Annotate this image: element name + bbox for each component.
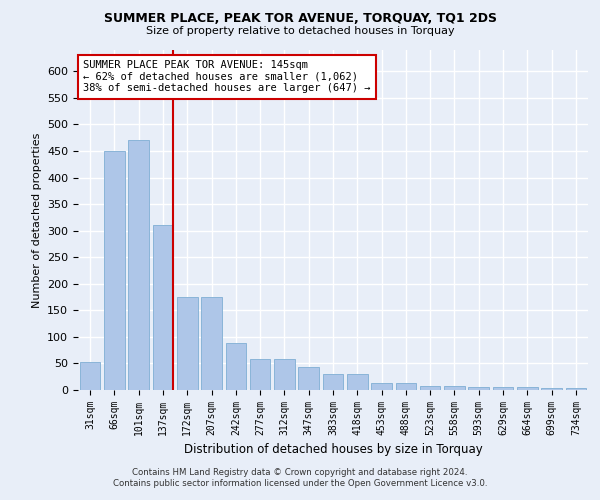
Bar [566, 388, 586, 390]
Text: Contains HM Land Registry data © Crown copyright and database right 2024.
Contai: Contains HM Land Registry data © Crown c… [113, 468, 487, 487]
Bar [347, 374, 368, 390]
Bar [371, 382, 392, 390]
Bar [177, 297, 197, 390]
Bar [152, 226, 173, 390]
Text: SUMMER PLACE, PEAK TOR AVENUE, TORQUAY, TQ1 2DS: SUMMER PLACE, PEAK TOR AVENUE, TORQUAY, … [104, 12, 497, 26]
Bar [80, 362, 100, 390]
Text: SUMMER PLACE PEAK TOR AVENUE: 145sqm
← 62% of detached houses are smaller (1,062: SUMMER PLACE PEAK TOR AVENUE: 145sqm ← 6… [83, 60, 371, 94]
Y-axis label: Number of detached properties: Number of detached properties [32, 132, 41, 308]
X-axis label: Distribution of detached houses by size in Torquay: Distribution of detached houses by size … [184, 444, 482, 456]
Bar [323, 374, 343, 390]
Bar [444, 386, 465, 390]
Bar [469, 387, 489, 390]
Bar [395, 382, 416, 390]
Bar [226, 343, 246, 390]
Bar [201, 297, 222, 390]
Bar [517, 387, 538, 390]
Bar [493, 387, 514, 390]
Bar [420, 386, 440, 390]
Bar [541, 388, 562, 390]
Text: Size of property relative to detached houses in Torquay: Size of property relative to detached ho… [146, 26, 454, 36]
Bar [298, 367, 319, 390]
Bar [274, 359, 295, 390]
Bar [250, 359, 271, 390]
Bar [128, 140, 149, 390]
Bar [104, 151, 125, 390]
